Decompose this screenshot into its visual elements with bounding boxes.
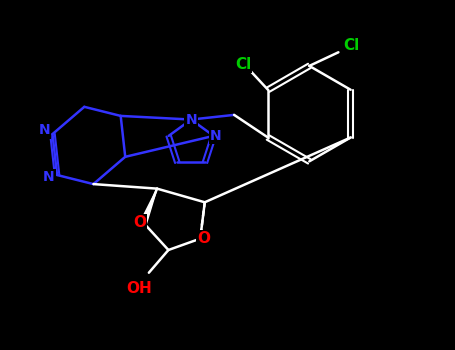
Text: Cl: Cl	[343, 37, 359, 52]
Text: N: N	[39, 124, 50, 138]
Text: N: N	[43, 170, 55, 184]
Text: Cl: Cl	[235, 57, 251, 72]
Polygon shape	[141, 189, 157, 224]
Text: N: N	[210, 129, 222, 143]
Text: N: N	[185, 113, 197, 127]
Text: OH: OH	[126, 281, 152, 296]
Text: O: O	[133, 215, 146, 230]
Text: O: O	[197, 231, 210, 246]
